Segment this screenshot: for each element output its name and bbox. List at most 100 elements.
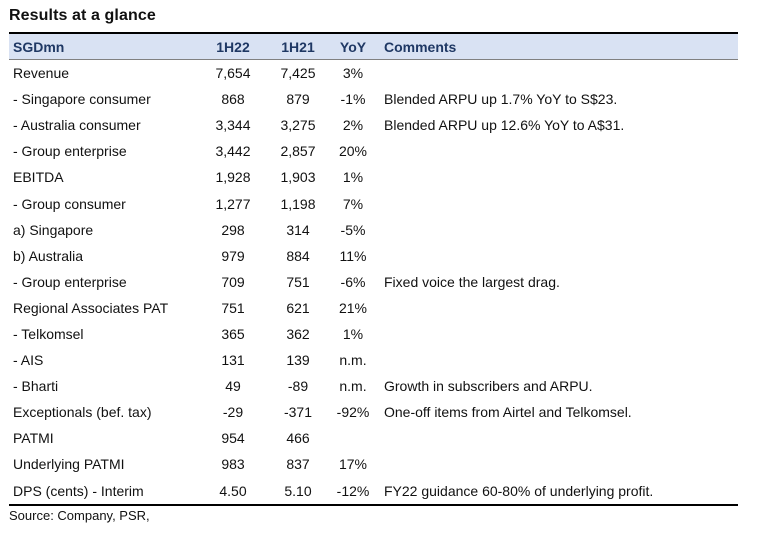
table-row: Underlying PATMI 983 837 17% xyxy=(9,451,738,477)
row-label: Regional Associates PAT xyxy=(13,299,169,316)
row-1h21-value: 1,903 xyxy=(280,169,316,186)
row-1h22-value: 49 xyxy=(225,378,241,395)
table-row: Revenue 7,654 7,425 3% xyxy=(9,60,738,86)
row-1h22-value: 131 xyxy=(221,352,245,369)
header-1h22: 1H22 xyxy=(216,38,250,55)
row-1h22-value: 1,277 xyxy=(215,195,251,212)
row-1h22-value: 298 xyxy=(221,221,245,238)
table-row: - Bharti 49 -89 n.m. Growth in subscribers a… xyxy=(9,373,738,399)
row-1h22-value: 983 xyxy=(221,456,245,473)
row-1h22-value: 954 xyxy=(221,430,245,447)
row-yoy-value: 2% xyxy=(342,117,364,134)
table-bottom-rule xyxy=(9,503,738,506)
row-1h22-value: 7,654 xyxy=(215,65,251,82)
row-1h21-value: 7,425 xyxy=(280,65,316,82)
row-1h22-value: 751 xyxy=(221,299,245,316)
table-row: - Telkomsel 365 362 1% xyxy=(9,321,738,347)
row-1h21-value: 466 xyxy=(286,430,310,447)
row-yoy-value: 1% xyxy=(342,325,364,342)
results-table: SGDmn 1H22 1H21 YoY Comments Revenue 7,65… xyxy=(9,32,738,506)
row-label: - Group enterprise xyxy=(13,143,127,160)
row-1h21-value: 3,275 xyxy=(280,117,316,134)
row-1h21-value: 884 xyxy=(286,247,310,264)
row-label: - Telkomsel xyxy=(13,325,84,342)
row-1h22-value: 3,442 xyxy=(215,143,251,160)
row-yoy-value: n.m. xyxy=(339,352,367,369)
table-row: DPS (cents) - Interim 4.50 5.10 -12% FY22 gu… xyxy=(9,478,738,504)
row-label: EBITDA xyxy=(13,169,64,186)
table-row: - Australia consumer 3,344 3,275 2% Blended … xyxy=(9,112,738,138)
row-label: - Singapore consumer xyxy=(13,91,151,108)
row-comment: FY22 guidance 60-80% of underlying profi… xyxy=(384,482,654,499)
row-yoy-value: -5% xyxy=(340,221,366,238)
row-comment: Blended ARPU up 12.6% YoY to A$31. xyxy=(384,117,625,134)
table-row: - Group consumer 1,277 1,198 7% xyxy=(9,190,738,216)
row-label: DPS (cents) - Interim xyxy=(13,482,144,499)
row-yoy-value: 7% xyxy=(342,195,364,212)
row-1h22-value: 3,344 xyxy=(215,117,251,134)
header-yoy: YoY xyxy=(339,38,367,55)
row-yoy-value: 21% xyxy=(338,299,368,316)
row-1h21-value: -371 xyxy=(283,404,313,421)
row-label: - Group enterprise xyxy=(13,273,127,290)
row-1h22-value: 709 xyxy=(221,273,245,290)
row-1h21-value: 621 xyxy=(286,299,310,316)
row-comment: Blended ARPU up 1.7% YoY to S$23. xyxy=(384,91,618,108)
row-label: - Australia consumer xyxy=(13,117,141,134)
source-note: Source: Company, PSR, xyxy=(9,508,150,523)
row-1h22-value: 4.50 xyxy=(219,482,247,499)
row-yoy-value: n.m. xyxy=(339,378,367,395)
row-yoy-value: 1% xyxy=(342,169,364,186)
header-1h21: 1H21 xyxy=(281,38,315,55)
row-label: - Group consumer xyxy=(13,195,126,212)
row-label: PATMI xyxy=(13,430,54,447)
row-1h22-value: 1,928 xyxy=(215,169,251,186)
row-label: Underlying PATMI xyxy=(13,456,125,473)
row-1h21-value: 362 xyxy=(286,325,310,342)
table-body: Revenue 7,654 7,425 3% - Singapore consumer… xyxy=(9,60,738,504)
header-comments: Comments xyxy=(384,38,457,55)
table-row: - Group enterprise 3,442 2,857 20% xyxy=(9,138,738,164)
row-1h21-value: 139 xyxy=(286,352,310,369)
row-1h22-value: 979 xyxy=(221,247,245,264)
row-1h21-value: 2,857 xyxy=(280,143,316,160)
row-label: Exceptionals (bef. tax) xyxy=(13,404,152,421)
row-1h21-value: -89 xyxy=(287,378,309,395)
table-row: EBITDA 1,928 1,903 1% xyxy=(9,164,738,190)
table-row: a) Singapore 298 314 -5% xyxy=(9,217,738,243)
table-row: Regional Associates PAT 751 621 21% xyxy=(9,295,738,321)
row-yoy-value: 3% xyxy=(342,65,364,82)
table-row: - Group enterprise 709 751 -6% Fixed voice t… xyxy=(9,269,738,295)
row-yoy-value: 20% xyxy=(338,143,368,160)
row-1h22-value: 868 xyxy=(221,91,245,108)
table-row: - AIS 131 139 n.m. xyxy=(9,347,738,373)
header-sgdmn: SGDmn xyxy=(13,38,65,55)
row-label: Revenue xyxy=(13,65,70,82)
row-1h21-value: 837 xyxy=(286,456,310,473)
table-row: b) Australia 979 884 11% xyxy=(9,243,738,269)
row-yoy-value: -12% xyxy=(336,482,370,499)
row-label: - Bharti xyxy=(13,378,59,395)
row-yoy-value: 11% xyxy=(339,247,367,264)
row-yoy-value: -1% xyxy=(340,91,366,108)
row-comment: One-off items from Airtel and Telkomsel. xyxy=(384,404,632,421)
row-label: - AIS xyxy=(13,352,44,369)
row-yoy-value: -92% xyxy=(336,404,370,421)
row-yoy-value: 17% xyxy=(338,456,368,473)
row-label: a) Singapore xyxy=(13,221,94,238)
table-header-row: SGDmn 1H22 1H21 YoY Comments xyxy=(9,32,738,60)
row-1h22-value: 365 xyxy=(221,325,245,342)
row-label: b) Australia xyxy=(13,247,84,264)
table-row: Exceptionals (bef. tax) -29 -371 -92% One-of… xyxy=(9,399,738,425)
row-1h21-value: 879 xyxy=(286,91,310,108)
row-yoy-value: -6% xyxy=(340,273,366,290)
table-title: Results at a glance xyxy=(9,7,156,24)
row-1h22-value: -29 xyxy=(222,404,244,421)
row-1h21-value: 1,198 xyxy=(280,195,316,212)
row-comment: Fixed voice the largest drag. xyxy=(384,273,560,290)
row-1h21-value: 751 xyxy=(286,273,310,290)
table-row: PATMI 954 466 xyxy=(9,425,738,451)
row-comment: Growth in subscribers and ARPU. xyxy=(384,378,593,395)
row-1h21-value: 5.10 xyxy=(284,482,312,499)
row-1h21-value: 314 xyxy=(286,221,310,238)
